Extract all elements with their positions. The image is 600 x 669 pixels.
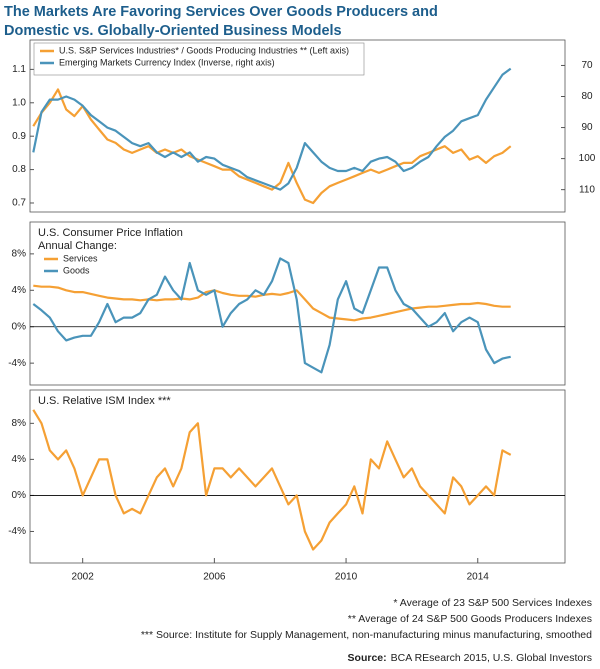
y2-tick-label: 100 (579, 153, 596, 164)
footnote: *** Source: Institute for Supply Managem… (141, 629, 592, 641)
panel-title: U.S. Consumer Price Inflation (38, 227, 183, 239)
y-tick-label: 0% (12, 490, 27, 501)
source-label: Source: (348, 652, 387, 664)
y2-tick-label: 80 (581, 91, 593, 102)
footnote: ** Average of 24 S&P 500 Goods Producers… (348, 613, 592, 625)
x-tick-label: 2014 (467, 572, 490, 583)
y2-tick-label: 90 (581, 122, 593, 133)
y2-tick-label: 70 (581, 60, 593, 71)
title-line: Domestic vs. Globally-Oriented Business … (4, 23, 342, 39)
y-tick-label: 0.8 (12, 164, 26, 175)
legend-label: Emerging Markets Currency Index (Inverse… (59, 57, 275, 67)
plot-frame (29, 389, 566, 564)
y-tick-label: 0% (12, 321, 27, 332)
data-line (32, 257, 511, 374)
y-tick-label: 4% (12, 454, 27, 465)
y-tick-label: 0.7 (12, 198, 26, 209)
source-line: Source: BCA REsearch 2015, U.S. Global In… (348, 652, 592, 664)
plot-frame (29, 39, 566, 213)
y-tick-label: 8% (12, 249, 27, 260)
title-line: The Markets Are Favoring Services Over G… (4, 4, 438, 20)
source: BCA REsearch 2015, U.S. Global Investors (391, 652, 592, 664)
y-tick-label: -4% (8, 526, 26, 537)
y-tick-label: 1.0 (12, 97, 26, 108)
legend-label: U.S. S&P Services Industries* / Goods Pr… (59, 45, 349, 55)
panel-title: U.S. Relative ISM Index *** (38, 395, 171, 407)
y-tick-label: 0.9 (12, 131, 26, 142)
y-tick-label: 8% (12, 418, 27, 429)
plot-frame (29, 221, 566, 386)
footnote: * Average of 23 S&P 500 Services Indexes (393, 597, 592, 609)
x-tick-label: 2010 (335, 572, 358, 583)
x-tick-label: 2002 (72, 572, 95, 583)
data-line (32, 409, 512, 551)
data-line (32, 67, 512, 191)
legend-label: Services (63, 253, 98, 263)
data-line (33, 284, 511, 322)
panel-title: Annual Change: (38, 240, 117, 252)
legend-box (33, 42, 365, 76)
y-tick-label: -4% (8, 358, 26, 369)
legend-label: Goods (63, 265, 90, 275)
y2-tick-label: 110 (579, 184, 595, 195)
x-tick-label: 2006 (203, 572, 226, 583)
y-tick-label: 4% (12, 285, 27, 296)
y-tick-label: 1.1 (12, 64, 26, 75)
